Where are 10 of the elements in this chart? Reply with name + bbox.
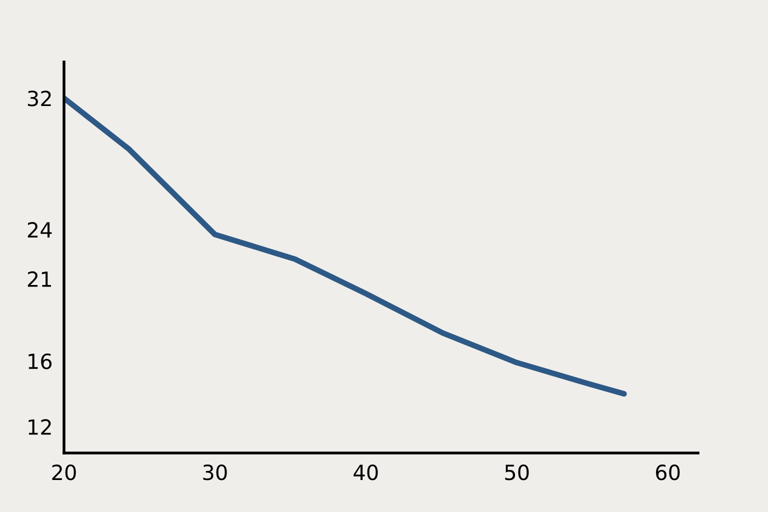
x-tick-label: 30 [203,464,227,480]
y-tick-label: 21 [28,271,51,287]
x-tick-label: 40 [354,464,378,480]
y-tick-label: 32 [28,90,51,106]
x-tick-label: 60 [656,464,680,480]
y-tick-label: 16 [28,353,52,370]
x-tick-label: 50 [505,464,529,480]
y-tick-label: 12 [28,419,51,435]
x-tick-label: 20 [52,464,76,480]
y-tick-label: 24 [28,222,52,238]
